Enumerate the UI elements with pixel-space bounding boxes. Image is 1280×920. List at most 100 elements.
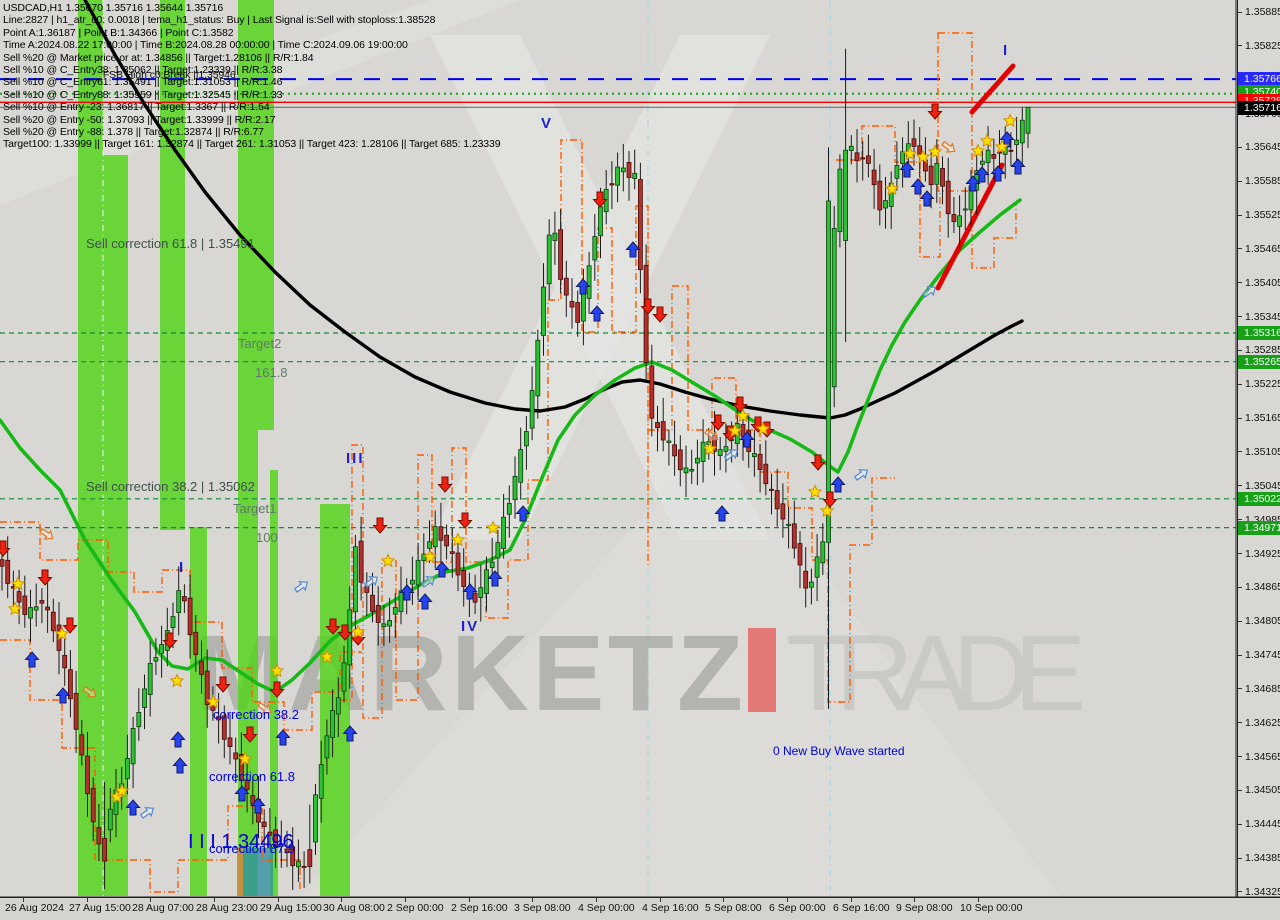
hollow-up-arrow-icon (363, 575, 379, 588)
star-icon (485, 520, 501, 535)
candle-body (883, 200, 888, 209)
candle-body (472, 592, 478, 603)
info-line-11: Target100: 1.33999 || Target 161: 1.3287… (3, 138, 501, 151)
candle-body (535, 339, 541, 397)
price-tick-mark (1238, 722, 1242, 724)
candle-body (831, 227, 837, 388)
candle-body (461, 570, 467, 587)
candle-body (911, 138, 917, 147)
candle-body (700, 441, 706, 462)
annotation-label: Sell correction 38.2 | 1.35062 (86, 479, 255, 494)
info-line-8: Sell %10 @ Entry -23: 1.36817 || Target:… (3, 101, 270, 114)
price-tick-label: 1.35645 (1245, 141, 1280, 154)
candle-body (484, 569, 489, 594)
candle-body (803, 570, 809, 589)
candle-body (917, 145, 923, 155)
star-icon (237, 751, 253, 766)
hollow-down-arrow-icon (39, 527, 54, 540)
candle-body (672, 444, 677, 457)
price-tick-mark (1238, 857, 1242, 859)
annotation-label-blue: correction 87.9 (209, 841, 295, 856)
sell-arrow-icon (372, 517, 388, 534)
candle-body (324, 735, 330, 759)
candle-body (991, 153, 997, 159)
candle-body (558, 229, 563, 280)
wave-mark: V (541, 115, 553, 132)
candle-body (1025, 106, 1031, 134)
candle-body (609, 183, 615, 186)
star-icon (350, 624, 366, 639)
sell-arrow-icon (437, 476, 453, 493)
candle-body (409, 579, 415, 585)
candle-body (415, 559, 421, 586)
sell-arrow-icon (215, 676, 231, 693)
annotation-label: Target2 (238, 336, 281, 351)
price-tick-label: 1.35405 (1245, 276, 1280, 289)
watermark-word2: TRADE (786, 612, 1086, 733)
star-icon (755, 421, 771, 436)
candle-body (187, 597, 193, 636)
wave-mark: I (1003, 42, 1009, 59)
candle-body (797, 543, 803, 566)
candle-body (125, 758, 130, 780)
candle-body (934, 162, 940, 185)
hollow-up-arrow-icon (420, 575, 436, 588)
candle-body (204, 670, 210, 705)
candle-body (50, 611, 56, 632)
buy-arrow-icon (739, 431, 755, 448)
logo-shape (430, 35, 770, 540)
price-axis[interactable]: 1.358851.358251.357051.356451.355851.355… (1237, 0, 1280, 898)
sell-arrow-icon (269, 681, 285, 698)
candle-body (752, 453, 757, 457)
time-tick-mark (23, 898, 24, 902)
candle-body (814, 556, 820, 578)
logo-shape (300, 430, 1060, 897)
candle-body (569, 301, 575, 308)
info-line-2: Point A:1.36187 | Point B:1.34366 | Poin… (3, 26, 234, 39)
candle-body (39, 600, 45, 604)
candle-body (575, 302, 581, 323)
sell-arrow-icon (810, 454, 826, 471)
annotation-label-blue: correction 38.2 (213, 707, 299, 722)
time-axis[interactable]: 26 Aug 2024 27 Aug 15:00 28 Aug 07:00 28 Au… (0, 897, 1280, 920)
star-icon (927, 144, 943, 159)
candle-body (854, 152, 860, 162)
star-icon (819, 503, 835, 518)
annotation-label-blue: correction 61.8 (209, 769, 295, 784)
time-tick-mark (532, 898, 533, 902)
candle-body (261, 821, 267, 827)
hollow-up-arrow-icon (853, 468, 869, 481)
info-overlay-text: _FSB High c0:Break ||1.35946 (97, 69, 236, 81)
candle-body (695, 457, 700, 464)
candle-body (717, 449, 723, 457)
candle-body (444, 534, 450, 547)
star-icon (702, 441, 718, 456)
buy-arrow-icon (589, 305, 605, 322)
candle-body (541, 286, 546, 336)
candle-body (341, 662, 347, 692)
hollow-down-arrow-icon (257, 701, 272, 714)
candle-body (501, 516, 507, 549)
candle-body (181, 596, 187, 602)
price-tick-label: 1.35165 (1245, 412, 1280, 425)
candle-body (62, 654, 68, 669)
candle-body (866, 155, 871, 164)
star-icon (269, 663, 285, 678)
info-line-10: Sell %20 @ Entry -88: 1.378 || Target:1.… (3, 126, 264, 139)
info-line-1: Line:2827 | h1_atr_c0: 0.0018 | tema_h1_… (3, 14, 436, 27)
candle-body (478, 587, 484, 598)
price-tick-mark (1238, 214, 1242, 216)
price-tick-mark (1238, 248, 1242, 250)
candle-body (951, 214, 957, 222)
buy-arrow-icon (462, 583, 478, 600)
star-icon (994, 139, 1010, 154)
candle-body (524, 431, 529, 447)
candle-body (809, 581, 814, 588)
candle-body (33, 606, 39, 611)
tan-zone (237, 848, 243, 896)
candle-body (45, 606, 50, 611)
buy-arrow-icon (125, 799, 141, 816)
star-icon (114, 783, 130, 798)
buy-arrow-icon (24, 651, 40, 668)
